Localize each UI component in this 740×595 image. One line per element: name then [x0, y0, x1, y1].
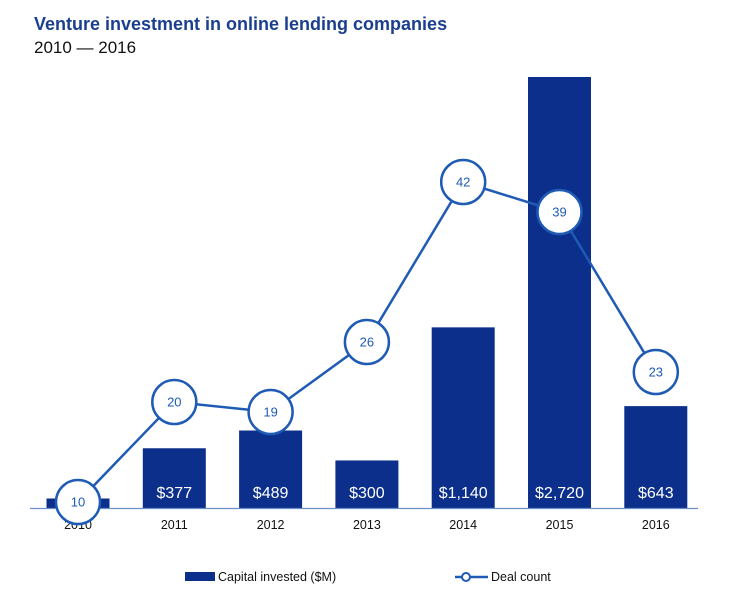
bar-label-2015: $2,720: [535, 485, 584, 502]
bar-label-2016: $643: [638, 485, 674, 502]
bar-label-2013: $300: [349, 485, 385, 502]
deal-label-2013: 26: [360, 335, 374, 350]
x-tick-2013: 2013: [353, 518, 381, 532]
deal-point-2015: [536, 188, 583, 236]
legend-bar-swatch: [185, 572, 215, 581]
bar-series: [46, 77, 688, 508]
deal-point-2016: [632, 348, 680, 396]
x-axis-ticks: 2010201120122013201420152016: [64, 518, 670, 532]
deal-count-points: 10 20 19 26 42 39 23: [54, 158, 680, 526]
deal-label-2015: 39: [552, 205, 566, 220]
bar-label-2011: $377: [157, 485, 193, 502]
legend-line-marker: [461, 572, 471, 582]
deal-point-2013: [343, 318, 391, 366]
deal-point-2010: [54, 478, 102, 526]
deal-point-2011: [151, 378, 198, 426]
x-tick-2011: 2011: [161, 518, 188, 532]
x-tick-2012: 2012: [257, 518, 285, 532]
deal-label-2016: 23: [649, 365, 663, 380]
x-tick-2015: 2015: [546, 518, 574, 532]
bar-2013: [335, 460, 399, 508]
deal-point-2012: [247, 388, 294, 436]
bar-label-2012: $489: [253, 485, 289, 502]
chart-subtitle: 2010 — 2016: [34, 38, 137, 57]
bar-label-2014: $1,140: [439, 485, 488, 502]
bar-2012: [239, 430, 303, 508]
deal-point-2014: [439, 158, 487, 206]
deal-label-2012: 19: [263, 405, 277, 420]
legend: Capital invested ($M) Deal count: [185, 570, 551, 584]
bar-2015: [528, 77, 591, 508]
x-tick-2016: 2016: [642, 518, 670, 532]
bar-2011: [142, 448, 206, 508]
bar-2016: [624, 406, 688, 508]
deal-label-2010: 10: [71, 495, 85, 510]
legend-line-label: Deal count: [491, 570, 551, 584]
x-tick-2014: 2014: [449, 518, 477, 532]
deal-label-2014: 42: [456, 175, 470, 190]
bar-labels: $377 $489 $300 $1,140 $2,720 $643: [157, 485, 674, 502]
bar-2014: [431, 327, 495, 508]
legend-bar-label: Capital invested ($M): [218, 570, 336, 584]
deal-label-2011: 20: [167, 395, 181, 410]
chart-title: Venture investment in online lending com…: [34, 14, 448, 34]
